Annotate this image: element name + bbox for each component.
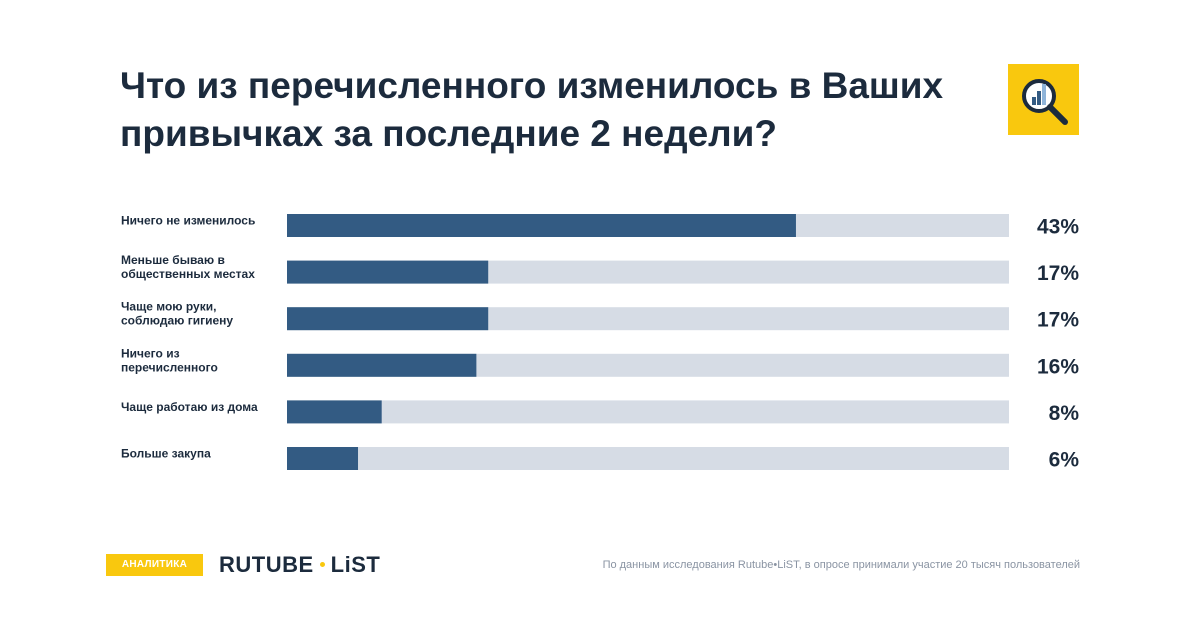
chart-title: Что из перечисленного изменилось в Ваших… xyxy=(120,65,944,154)
category-label: Меньше бываю в общественных местах xyxy=(121,253,255,281)
bar xyxy=(287,307,489,331)
brand-dot-icon xyxy=(319,562,325,568)
category-label-line: Ничего не изменилось xyxy=(121,214,255,228)
bar xyxy=(287,353,477,377)
category-label: Ничего не изменилось xyxy=(121,214,255,228)
value-label: 8% xyxy=(1049,402,1080,425)
category-label-line: перечисленного xyxy=(121,360,218,374)
category-label-line: Больше закупа xyxy=(121,447,211,461)
category-label: Больше закупа xyxy=(121,447,211,461)
category-label: Ничего из перечисленного xyxy=(121,346,218,374)
value-label: 16% xyxy=(1037,355,1079,378)
bar xyxy=(287,400,382,424)
category-label-line: общественных местах xyxy=(121,267,255,281)
category-label-line: Чаще работаю из дома xyxy=(121,400,258,414)
bar-track xyxy=(287,400,1009,424)
logo-badge xyxy=(1008,64,1079,135)
bar xyxy=(287,260,489,284)
bar-track xyxy=(287,447,1009,470)
value-label: 17% xyxy=(1037,262,1079,285)
value-label: 43% xyxy=(1037,216,1079,239)
category-label: Чаще мою руки, соблюдаю гигиену xyxy=(121,300,233,328)
category-label-line: соблюдаю гигиену xyxy=(121,314,233,328)
brand-logo: RUTUBE LiST xyxy=(219,552,380,578)
category-label-line: Меньше бываю в xyxy=(121,253,225,267)
source-note: По данным исследования Rutube•LiST, в оп… xyxy=(602,559,1080,571)
category-label: Чаще работаю из дома xyxy=(121,400,258,414)
brand-name-list: LiST xyxy=(330,552,381,577)
value-label: 17% xyxy=(1037,309,1079,332)
analytics-tag: АНАЛИТИКА xyxy=(106,554,203,576)
bar xyxy=(287,214,796,237)
brand-name-rutube: RUTUBE xyxy=(219,552,314,577)
magnifier-bar-chart-icon xyxy=(1022,79,1068,125)
category-label-line: Чаще мою руки, xyxy=(121,300,216,314)
value-label: 6% xyxy=(1049,449,1080,472)
bar xyxy=(287,447,359,470)
category-label-line: Ничего из xyxy=(121,346,180,360)
